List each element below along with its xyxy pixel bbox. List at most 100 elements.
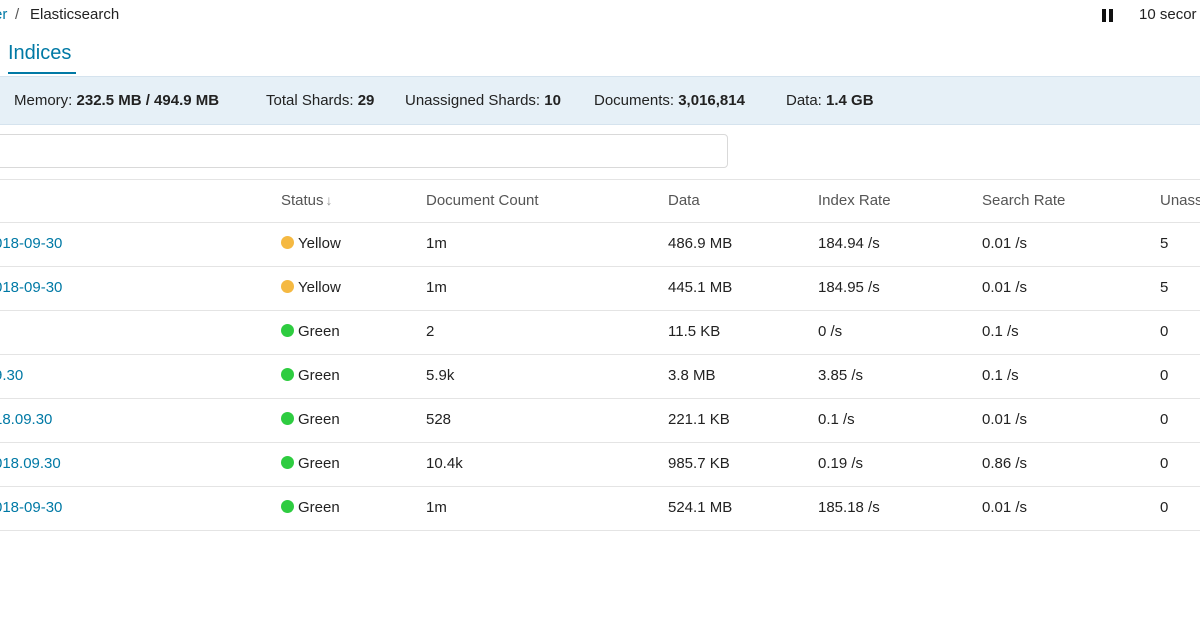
unassigned-shards-cell: 5 [1160, 235, 1169, 252]
index-rate-cell: 0.19 /s [818, 455, 864, 472]
arrow-down-icon: ↓ [325, 192, 333, 208]
table-row: 018-09-30 Yellow 1m 486.9 MB 184.94 /s 0… [0, 223, 1200, 267]
unassigned-shards-cell: 0 [1160, 323, 1169, 340]
unassigned-shards-cell: 0 [1160, 499, 1169, 516]
index-rate-cell: 185.18 /s [818, 499, 880, 516]
total-shards-stat: Total Shards: 29 [266, 92, 374, 109]
table-row: 9.30 Green 5.9k 3.8 MB 3.85 /s 0.1 /s 0 [0, 355, 1200, 399]
status-header-label: Status [281, 192, 324, 209]
status-text: Green [298, 411, 340, 428]
search-rate-cell: 0.1 /s [982, 367, 1019, 384]
status-cell: Yellow [281, 279, 341, 296]
top-bar: er / Elasticsearch 10 secor [0, 0, 1200, 32]
data-label: Data: [786, 92, 822, 109]
breadcrumb-current: Elasticsearch [30, 6, 120, 23]
index-rate-cell: 184.94 /s [818, 235, 880, 252]
documents-value: 3,016,814 [678, 92, 745, 109]
index-name-link[interactable]: 018-09-30 [0, 499, 63, 516]
document-count-column-header[interactable]: Document Count [426, 192, 539, 209]
index-name-link[interactable]: 018.09.30 [0, 455, 61, 472]
documents-stat: Documents: 3,016,814 [594, 92, 745, 109]
indices-table: Status ↓ Document Count Data Index Rate S… [0, 179, 1200, 531]
unassigned-shards-cell: 0 [1160, 455, 1169, 472]
data-stat: Data: 1.4 GB [786, 92, 874, 109]
breadcrumb-parent-link[interactable]: er [0, 6, 8, 23]
total-shards-label: Total Shards: [266, 92, 354, 109]
status-text: Yellow [298, 279, 341, 296]
search-rate-cell: 0.86 /s [982, 455, 1028, 472]
status-cell: Green [281, 323, 340, 340]
table-row: Green 2 11.5 KB 0 /s 0.1 /s 0 [0, 311, 1200, 355]
index-name-link[interactable]: 9.30 [0, 367, 24, 384]
status-text: Green [298, 323, 340, 340]
data-cell: 11.5 KB [668, 323, 721, 340]
status-text: Yellow [298, 235, 341, 252]
unassigned-shards-stat: Unassigned Shards: 10 [405, 92, 561, 109]
index-name-link[interactable]: 018-09-30 [0, 235, 63, 252]
status-cell: Green [281, 411, 340, 428]
unassigned-shards-cell: 0 [1160, 367, 1169, 384]
status-text: Green [298, 499, 340, 516]
filter-input[interactable] [0, 134, 728, 168]
index-rate-cell: 3.85 /s [818, 367, 864, 384]
table-body: 018-09-30 Yellow 1m 486.9 MB 184.94 /s 0… [0, 223, 1200, 531]
status-text: Green [298, 455, 340, 472]
status-dot-icon [281, 456, 294, 469]
index-name-link[interactable]: 018-09-30 [0, 279, 63, 296]
status-dot-icon [281, 368, 294, 381]
data-cell: 3.8 MB [668, 367, 716, 384]
document-count-cell: 1m [426, 279, 447, 296]
table-row: 18.09.30 Green 528 221.1 KB 0.1 /s 0.01 … [0, 399, 1200, 443]
search-rate-cell: 0.01 /s [982, 499, 1028, 516]
unassigned-column-header[interactable]: Unass [1160, 192, 1200, 209]
document-count-cell: 528 [426, 411, 452, 428]
data-value: 1.4 GB [826, 92, 874, 109]
document-count-cell: 10.4k [426, 455, 463, 472]
document-count-cell: 1m [426, 235, 447, 252]
pause-icon[interactable] [1102, 9, 1114, 22]
status-column-header[interactable]: Status ↓ [281, 192, 333, 209]
index-name-link[interactable]: 18.09.30 [0, 411, 53, 428]
status-dot-icon [281, 280, 294, 293]
status-dot-icon [281, 412, 294, 425]
status-dot-icon [281, 500, 294, 513]
status-cell: Green [281, 367, 340, 384]
total-shards-value: 29 [357, 92, 375, 109]
search-rate-cell: 0.01 /s [982, 279, 1028, 296]
unassigned-shards-value: 10 [544, 92, 561, 109]
documents-label: Documents: [594, 92, 675, 109]
document-count-cell: 5.9k [426, 367, 455, 384]
data-cell: 221.1 KB [668, 411, 730, 428]
data-cell: 985.7 KB [668, 455, 730, 472]
refresh-interval-button[interactable]: 10 secor [1139, 6, 1197, 23]
active-tab-indicator [8, 72, 76, 74]
document-count-cell: 1m [426, 499, 447, 516]
search-rate-cell: 0.1 /s [982, 323, 1019, 340]
unassigned-shards-cell: 5 [1160, 279, 1169, 296]
unassigned-shards-cell: 0 [1160, 411, 1169, 428]
status-dot-icon [281, 324, 294, 337]
index-rate-cell: 0.1 /s [818, 411, 855, 428]
breadcrumb-separator: / [15, 6, 20, 23]
memory-stat: Memory: 232.5 MB / 494.9 MB [14, 92, 219, 109]
unassigned-shards-label: Unassigned Shards: [405, 92, 541, 109]
memory-value: 232.5 MB / 494.9 MB [76, 92, 220, 109]
table-row: 018.09.30 Green 10.4k 985.7 KB 0.19 /s 0… [0, 443, 1200, 487]
index-rate-cell: 0 /s [818, 323, 843, 340]
status-cell: Green [281, 499, 340, 516]
document-count-cell: 2 [426, 323, 435, 340]
search-rate-cell: 0.01 /s [982, 235, 1028, 252]
data-cell: 524.1 MB [668, 499, 733, 516]
data-cell: 445.1 MB [668, 279, 733, 296]
data-column-header[interactable]: Data [668, 192, 700, 209]
search-rate-column-header[interactable]: Search Rate [982, 192, 1066, 209]
index-rate-cell: 184.95 /s [818, 279, 880, 296]
table-row: 018-09-30 Yellow 1m 445.1 MB 184.95 /s 0… [0, 267, 1200, 311]
tab-indices[interactable]: Indices [8, 42, 72, 64]
table-row: 018-09-30 Green 1m 524.1 MB 185.18 /s 0.… [0, 487, 1200, 531]
status-text: Green [298, 367, 340, 384]
data-cell: 486.9 MB [668, 235, 733, 252]
table-header-row: Status ↓ Document Count Data Index Rate S… [0, 179, 1200, 223]
status-cell: Yellow [281, 235, 341, 252]
index-rate-column-header[interactable]: Index Rate [818, 192, 891, 209]
